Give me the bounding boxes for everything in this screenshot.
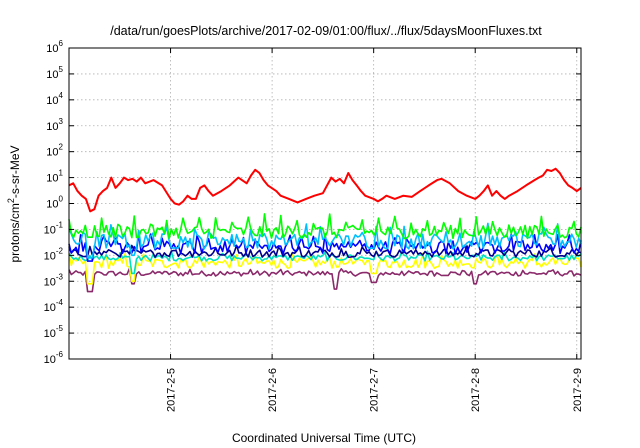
grid-lines [69, 47, 581, 360]
y-tick-label: 104 [46, 91, 63, 107]
y-tick-label: 106 [46, 39, 63, 55]
x-axis-label: Coordinated Universal Time (UTC) [232, 431, 416, 445]
y-tick-label: 10-4 [44, 298, 64, 314]
x-tick-label: 2017-2-9 [572, 368, 584, 412]
data-series [68, 167, 582, 293]
y-tick-label: 100 [46, 195, 63, 211]
y-tick-label: 103 [46, 117, 63, 133]
y-axis-label: protons/cm2-s-sr-MeV [6, 145, 22, 262]
y-tick-label: 10-5 [44, 324, 64, 340]
y-tick-label: 10-3 [44, 272, 64, 288]
series-line [68, 252, 582, 285]
y-tick-label: 101 [46, 169, 63, 185]
y-tick-label: 102 [46, 143, 63, 159]
series-line [68, 167, 582, 213]
x-axis-ticks: 2017-2-5 2017-2-6 2017-2-7 2017-2-8 2017-2-9 [166, 48, 584, 412]
series-line [68, 213, 582, 240]
y-tick-label: 105 [46, 65, 63, 81]
x-tick-label: 2017-2-8 [470, 368, 482, 412]
y-tick-label: 10-1 [44, 220, 64, 236]
y-tick-label: 10-2 [44, 246, 64, 262]
x-tick-label: 2017-2-7 [369, 368, 381, 412]
y-tick-label: 10-6 [44, 350, 64, 366]
y-axis-ticks: 106 105 104 103 102 101 100 10-1 10-2 10-3 10-4 10-… [44, 39, 581, 366]
series-line [68, 267, 582, 293]
chart-title: /data/run/goesPlots/archive/2017-02-09/0… [110, 24, 542, 38]
x-tick-label: 2017-2-5 [166, 368, 178, 412]
x-tick-label: 2017-2-6 [267, 368, 279, 412]
